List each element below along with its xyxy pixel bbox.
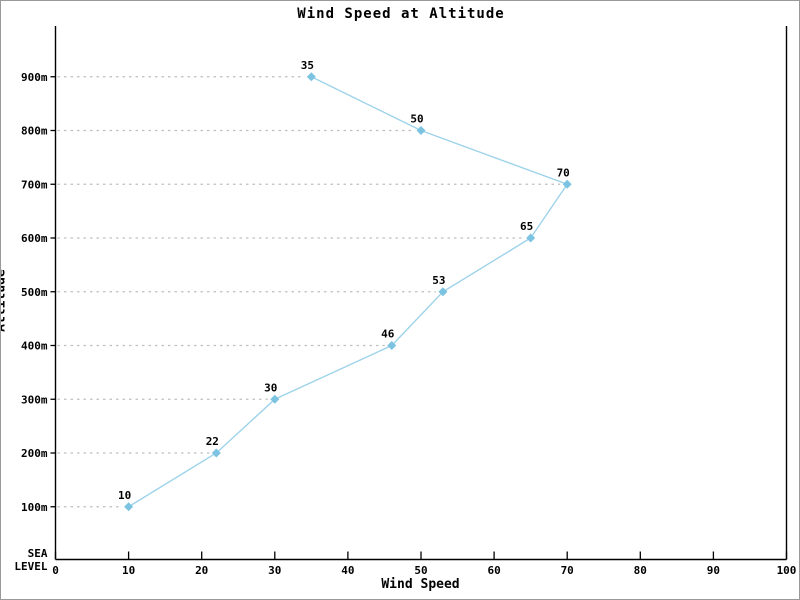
x-tick-label: 80 (634, 564, 647, 577)
x-tick-label: 20 (195, 564, 208, 577)
chart-title: Wind Speed at Altitude (297, 6, 505, 22)
x-tick-label: 30 (268, 564, 281, 577)
x-tick-label: 40 (341, 564, 354, 577)
x-tick-label: 0 (52, 564, 59, 577)
data-point-label: 22 (206, 435, 219, 448)
data-point-marker (387, 341, 397, 350)
data-point-label: 53 (432, 274, 445, 287)
data-point-marker (416, 126, 426, 135)
y-tick-label: 700m (21, 178, 48, 191)
data-point-marker (124, 502, 134, 512)
data-point-label: 70 (557, 166, 570, 179)
x-tick-label: 60 (487, 564, 500, 577)
y-tick-label: 600m (21, 232, 48, 245)
data-point-label: 46 (381, 328, 395, 341)
y-tick-label: 900m (21, 71, 48, 84)
x-tick-label: 10 (122, 564, 135, 577)
y-tick-label: 100m (21, 501, 48, 514)
data-point-marker (270, 394, 280, 404)
data-point-label: 30 (264, 381, 277, 394)
data-point-marker (438, 287, 448, 297)
y-tick-label: 500m (21, 286, 48, 299)
x-tick-label: 50 (414, 564, 427, 577)
x-tick-label: 90 (707, 564, 720, 577)
data-point-label: 50 (410, 113, 423, 126)
y-tick-label-sea-level: LEVEL (14, 560, 47, 573)
data-point-label: 65 (520, 220, 533, 233)
x-tick-label: 70 (561, 564, 574, 577)
data-point-marker (306, 72, 316, 82)
y-tick-label: 400m (21, 340, 48, 353)
data-point-label: 10 (118, 489, 131, 502)
y-tick-label: 200m (21, 447, 48, 460)
y-tick-label: 300m (21, 393, 48, 406)
data-point-label: 35 (301, 59, 314, 72)
data-point-marker (526, 233, 536, 243)
y-tick-label-sea-level: SEA (28, 547, 48, 560)
data-point-marker (562, 179, 572, 189)
y-tick-label: 800m (21, 125, 48, 138)
x-axis-label: Wind Speed (381, 577, 460, 592)
data-point-marker (211, 448, 221, 458)
x-tick-label: 100 (777, 564, 797, 577)
